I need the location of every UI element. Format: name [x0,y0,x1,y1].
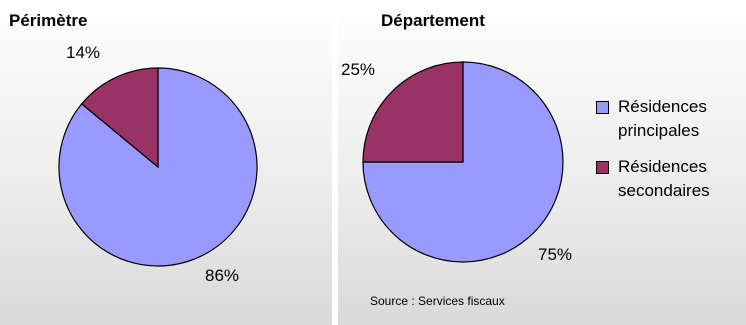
pie-slice-secondary [80,67,159,169]
pie-chart-departement [362,61,564,263]
slice-label-principal: 86% [205,266,240,285]
slice-label-secondary: 25% [341,60,376,79]
legend-item-secondary: Résidences secondaires [596,155,746,203]
legend-swatch [596,101,609,114]
legend-swatch [596,161,609,174]
slice-label-secondary: 14% [66,43,101,62]
slice-label-principal: 75% [538,245,573,264]
legend: Résidences principales Résidences second… [596,95,746,215]
pie-chart-perimetre [58,67,258,267]
chart-panel-perimetre: Périmètre 14% 86% [0,0,332,325]
chart-title: Périmètre [9,11,88,30]
legend-item-principal: Résidences principales [596,95,746,143]
source-note: Source : Services fiscaux [370,294,505,308]
legend-label: Résidences principales [618,97,707,140]
chart-panel-departement: Département 25% 75% Résidences principal… [338,0,746,325]
pie-slice-secondary [362,61,464,163]
legend-label: Résidences secondaires [618,157,710,200]
chart-title: Département [381,11,485,30]
